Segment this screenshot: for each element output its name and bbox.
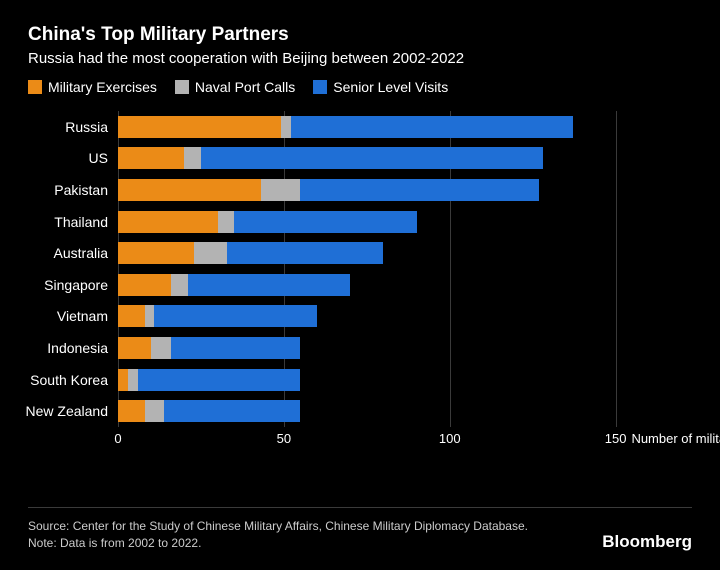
bar-segment xyxy=(261,179,301,201)
bar-row: Pakistan xyxy=(118,179,682,201)
source-line: Source: Center for the Study of Chinese … xyxy=(28,518,692,535)
category-label: Australia xyxy=(54,245,118,261)
bar-segment xyxy=(300,179,539,201)
category-label: Indonesia xyxy=(47,340,118,356)
bar-row: New Zealand xyxy=(118,400,682,422)
bar-segment xyxy=(184,147,201,169)
bar-segment xyxy=(194,242,227,264)
bar-segment xyxy=(138,369,301,391)
bar-segment xyxy=(145,305,155,327)
bar-segment xyxy=(151,337,171,359)
bar-row: Australia xyxy=(118,242,682,264)
bar-segment xyxy=(118,211,218,233)
bar-segment xyxy=(291,116,573,138)
bar-row: Vietnam xyxy=(118,305,682,327)
legend-swatch xyxy=(175,80,189,94)
bar-segment xyxy=(154,305,317,327)
bar-row: US xyxy=(118,147,682,169)
category-label: Vietnam xyxy=(57,308,118,324)
legend-swatch xyxy=(28,80,42,94)
legend: Military Exercises Naval Port Calls Senior… xyxy=(28,79,692,95)
note-line: Note: Data is from 2002 to 2022. xyxy=(28,535,692,552)
legend-item: Senior Level Visits xyxy=(313,79,448,95)
x-tick-label: 50 xyxy=(277,431,291,446)
bar-segment xyxy=(128,369,138,391)
bar-segment xyxy=(118,242,194,264)
brand-logo: Bloomberg xyxy=(602,532,692,552)
bar-segment xyxy=(171,337,300,359)
category-label: Russia xyxy=(65,119,118,135)
bar-segment xyxy=(201,147,543,169)
bar-segment xyxy=(164,400,300,422)
category-label: Singapore xyxy=(44,277,118,293)
footer: Source: Center for the Study of Chinese … xyxy=(28,507,692,552)
bar-segment xyxy=(118,147,184,169)
category-label: South Korea xyxy=(30,372,118,388)
bar-segment xyxy=(118,400,145,422)
bar-row: Russia xyxy=(118,116,682,138)
bar-segment xyxy=(118,179,261,201)
category-label: US xyxy=(89,150,118,166)
category-label: Pakistan xyxy=(54,182,118,198)
bar-segment xyxy=(145,400,165,422)
chart-title: China's Top Military Partners xyxy=(28,24,692,46)
bar-row: Thailand xyxy=(118,211,682,233)
bar-segment xyxy=(118,274,171,296)
x-tick-label: 150 xyxy=(605,431,627,446)
bar-segment xyxy=(218,211,235,233)
category-label: New Zealand xyxy=(26,403,119,419)
bar-segment xyxy=(118,337,151,359)
legend-item: Military Exercises xyxy=(28,79,157,95)
legend-label: Senior Level Visits xyxy=(333,79,448,95)
bar-segment xyxy=(118,305,145,327)
bar-row: South Korea xyxy=(118,369,682,391)
bar-row: Indonesia xyxy=(118,337,682,359)
x-tick-label: 0 xyxy=(114,431,121,446)
bar-row: Singapore xyxy=(118,274,682,296)
bar-segment xyxy=(118,369,128,391)
chart-subtitle: Russia had the most cooperation with Bei… xyxy=(28,50,692,67)
legend-item: Naval Port Calls xyxy=(175,79,295,95)
x-tick-label: 100 xyxy=(439,431,461,446)
legend-label: Naval Port Calls xyxy=(195,79,295,95)
legend-label: Military Exercises xyxy=(48,79,157,95)
bar-segment xyxy=(227,242,383,264)
x-axis: 050100150Number of military activities xyxy=(118,427,682,451)
bar-segment xyxy=(171,274,188,296)
bar-segment xyxy=(118,116,281,138)
category-label: Thailand xyxy=(54,214,118,230)
bar-segment xyxy=(188,274,351,296)
bar-segment xyxy=(281,116,291,138)
x-axis-label: Number of military activities xyxy=(631,431,720,446)
legend-swatch xyxy=(313,80,327,94)
bars-container: Russia US Pakistan Thailand Australia Singapo… xyxy=(118,111,682,427)
bar-segment xyxy=(234,211,416,233)
chart-area: Russia US Pakistan Thailand Australia Singapo… xyxy=(118,111,682,451)
